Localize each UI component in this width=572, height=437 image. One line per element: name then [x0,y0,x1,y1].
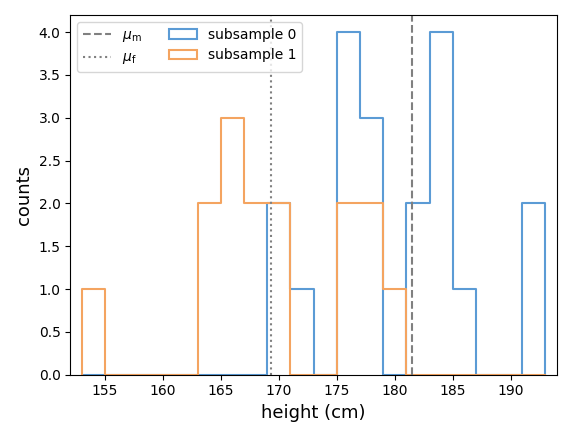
Legend: $\mu_\mathrm{m}$, $\mu_\mathrm{f}$, subsample 0, subsample 1: $\mu_\mathrm{m}$, $\mu_\mathrm{f}$, subs… [77,22,302,72]
Y-axis label: counts: counts [15,165,33,225]
X-axis label: height (cm): height (cm) [261,404,366,422]
